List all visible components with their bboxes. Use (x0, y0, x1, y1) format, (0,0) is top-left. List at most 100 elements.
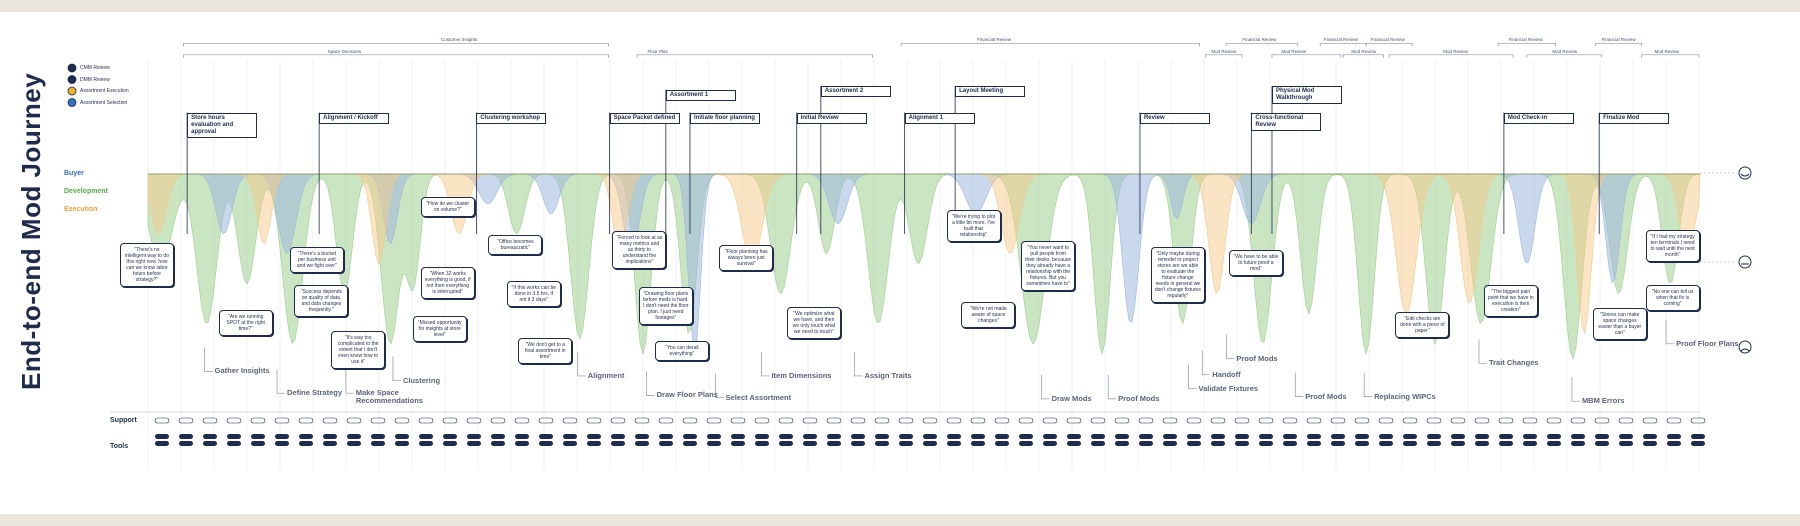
support-chip (802, 417, 818, 424)
stage-label: Proof Mods (1118, 393, 1160, 403)
tool-chip (1283, 441, 1297, 446)
support-chip (1402, 417, 1418, 424)
stage-label: MBM Errors (1581, 396, 1625, 406)
tool-chip (1547, 441, 1561, 446)
tool-chip (1379, 434, 1393, 439)
support-chip (1018, 417, 1034, 424)
stage-leader (392, 356, 401, 381)
tool-chip (1187, 441, 1201, 446)
tool-chip (1043, 441, 1057, 446)
tool-chip (419, 434, 433, 439)
tool-chip (1595, 434, 1609, 439)
quote-bubble: "Edit checks are done with a piece of pa… (1395, 312, 1450, 339)
emotion-face (1738, 340, 1752, 354)
bracket-label: Mod Review (1654, 48, 1680, 54)
tool-chip (923, 441, 937, 446)
tool-chip (1067, 441, 1081, 446)
stage-label: Proof Floor Plans (1676, 338, 1739, 348)
tool-chip (827, 434, 841, 439)
tool-chip (203, 434, 217, 439)
milestone-flag: Alignment 1 (904, 112, 975, 124)
emotion-mouth (1740, 173, 1750, 177)
legend-dot (67, 98, 77, 107)
tool-chip (323, 441, 337, 446)
stage-leader (1571, 377, 1580, 402)
tool-chip (1643, 434, 1657, 439)
support-chip (1330, 417, 1346, 424)
support-chip (226, 417, 242, 424)
support-chip (1642, 417, 1658, 424)
support-chip (298, 417, 314, 424)
bracket-line (1388, 54, 1514, 58)
tool-chip (1667, 441, 1681, 446)
tool-chip (947, 434, 961, 439)
tool-chip (443, 434, 457, 439)
support-chip (154, 417, 170, 424)
tool-chip (515, 434, 529, 439)
tool-chip (755, 441, 769, 446)
stage-label: Item Dimensions (771, 370, 832, 380)
support-chip (898, 417, 914, 424)
milestone-flag: Layout Meeting (955, 86, 1026, 98)
bracket-label: Financial Review (977, 37, 1012, 43)
tool-chip (1331, 441, 1345, 446)
quote-bubble: "How do we cluster on volume?" (420, 197, 475, 218)
stage-label: Make Space Recommendations (355, 388, 423, 406)
milestone-flag: Physical Mod Walkthrough (1271, 86, 1342, 105)
support-chip (1090, 417, 1106, 424)
milestone-flag: Mod Check-in (1503, 112, 1574, 124)
tool-chip (635, 434, 649, 439)
tool-chip (683, 441, 697, 446)
tool-chip (1019, 441, 1033, 446)
stage-leader (1041, 374, 1050, 400)
stage-label: Handoff (1212, 369, 1241, 379)
tool-chip (1187, 434, 1201, 439)
tool-chip (1379, 441, 1393, 446)
support-chip (178, 417, 194, 424)
quote-bubble: "When 32 works everything is good, if no… (420, 267, 475, 300)
tool-chip (899, 441, 913, 446)
tool-chip (251, 441, 265, 446)
tool-chip (275, 441, 289, 446)
tool-chip (419, 441, 433, 446)
bracket-label: Space Decisions (327, 48, 362, 54)
milestone-flag: Assortment 2 (820, 86, 891, 98)
quote-bubble: "We're not made aware of space changes" (961, 301, 1016, 328)
tool-chip (515, 441, 529, 446)
stage-leader (1294, 372, 1304, 397)
development-area (147, 173, 1701, 360)
quote-bubble: "It's way too complicated to the extent … (331, 330, 386, 369)
tool-chip (539, 441, 553, 446)
support-chip (730, 417, 746, 424)
tool-chip (347, 434, 361, 439)
bracket-label: Financial Review (1370, 37, 1405, 43)
support-chip (634, 417, 650, 424)
support-chip (490, 417, 506, 424)
tool-chip (1643, 441, 1657, 446)
quote-bubble: "Only maybe during remodel or project st… (1150, 246, 1205, 303)
tool-chip (1259, 434, 1273, 439)
tool-chip (1451, 434, 1465, 439)
support-chip (274, 417, 290, 424)
milestone-flag: Store hours evaluation and approval (187, 112, 258, 138)
tool-chip (1283, 434, 1297, 439)
tool-chip (1235, 441, 1249, 446)
support-chip (610, 417, 626, 424)
milestone-flag: Review (1139, 112, 1210, 124)
support-chip (322, 417, 338, 424)
bracket-line (1342, 54, 1384, 58)
stage-leader (276, 369, 285, 394)
emotion-mouth (1740, 348, 1750, 352)
support-chip (946, 417, 962, 424)
tool-chip (395, 434, 409, 439)
quote-bubble: "Forced to look at as many metrics and a… (612, 230, 667, 269)
tool-chip (755, 434, 769, 439)
tool-chip (803, 434, 817, 439)
tool-chip (227, 441, 241, 446)
tool-chip (731, 441, 745, 446)
stage-leader (204, 347, 213, 372)
quote-bubble: "If this works can be done in 3.5 hrs, i… (506, 281, 561, 308)
support-chip (1354, 417, 1370, 424)
support-chip (1378, 417, 1394, 424)
